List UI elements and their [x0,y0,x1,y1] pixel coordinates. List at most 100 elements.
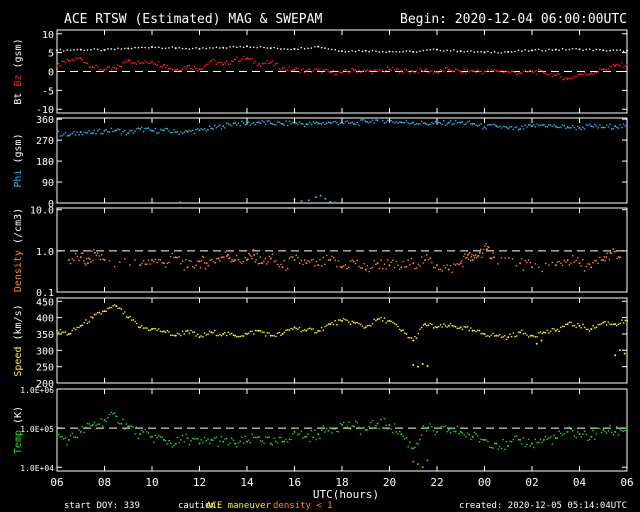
trace-dot-temp [300,430,303,433]
trace-dot-density [207,264,210,267]
trace-dot-speed [69,332,72,335]
trace-dot-density [580,265,582,267]
trace-dot-temp [197,437,199,440]
trace-dot-density [342,265,345,267]
trace-dot-speed [539,331,542,333]
trace-dot-temp [191,437,194,440]
trace-dot-phi [478,124,481,126]
trace-dot-phi [85,131,87,134]
trace-dot-temp [619,428,622,431]
series-speed-0 [56,304,628,342]
trace-dot-temp [561,434,564,436]
trace-dot-bz [561,79,564,81]
trace-dot-bt [605,50,608,52]
trace-dot-bz [417,72,420,74]
trace-dot-phi [414,123,416,126]
trace-dot-density [344,264,347,266]
trace-dot-phi [130,129,133,132]
trace-dot-speed [156,329,158,332]
trace-dot-temp [359,433,362,435]
trace-dot-temp [59,435,62,438]
data-point-speed [578,324,581,327]
trace-dot-bt [575,47,577,50]
trace-dot-bt [565,49,567,51]
data-point-phi [626,125,628,128]
trace-dot-temp [356,422,359,424]
data-point-bt [269,47,272,50]
trace-dot-temp [178,441,180,444]
trace-dot-phi [302,123,304,125]
trace-dot-phi [129,130,131,132]
trace-dot-bt [510,50,513,53]
trace-dot-temp [142,431,145,433]
trace-dot-bz [280,69,282,71]
trace-dot-bz [107,66,109,68]
trace-dot-temp [78,429,80,431]
trace-dot-phi [120,133,123,135]
data-point-temp [578,433,581,436]
trace-dot-temp [524,445,527,448]
data-point-temp [281,440,284,443]
data-point-bt [341,50,343,53]
data-point-bz [67,59,70,62]
trace-dot-speed [152,327,155,330]
trace-dot-phi [366,121,369,123]
trace-dot-speed [509,333,511,336]
trace-dot-density [96,252,99,255]
trace-dot-temp [166,443,169,445]
data-point-bz [222,63,225,66]
trace-dot-temp [120,422,123,425]
trace-dot-speed [347,321,350,323]
trace-dot-bt [381,50,384,53]
trace-dot-phi [98,128,101,131]
trace-dot-temp [468,433,471,436]
trace-dot-phi [466,121,469,123]
trace-dot-speed [359,323,362,326]
trace-dot-speed [285,329,287,331]
trace-dot-bz [315,68,318,70]
trace-dot-speed [437,325,440,328]
trace-dot-temp [81,425,84,428]
trace-dot-phi [312,121,314,123]
x-tick-label-1: 08 [98,476,111,489]
data-point-density [424,258,427,261]
trace-dot-bt [619,49,622,51]
trace-dot-speed [146,327,148,329]
trace-dot-density [98,255,100,257]
trace-dot-density [615,250,617,253]
trace-dot-density [84,262,86,265]
trace-dot-temp [324,431,326,433]
trace-dot-density [292,256,294,258]
trace-dot-density [560,262,562,265]
trace-dot-bt [514,50,516,53]
trace-dot-phi [354,123,357,126]
data-point-bz [388,68,391,71]
trace-dot-temp [130,425,133,427]
data-point-phi [364,120,367,123]
trace-dot-phi [592,126,594,128]
trace-dot-phi [251,122,253,125]
trace-dot-bz [261,62,264,65]
trace-dot-temp [512,438,515,441]
data-point-phi [139,127,142,130]
series-temp-1 [412,459,429,469]
trace-dot-density [298,262,301,265]
trace-dot-density [356,259,359,262]
trace-dot-temp [171,446,174,448]
data-point-phi [186,130,189,133]
trace-dot-density [612,248,614,250]
data-point-temp [531,442,533,445]
data-point-temp [376,422,379,425]
trace-dot-density [477,254,480,257]
trace-dot-speed [461,328,464,331]
data-point-speed-low [417,365,419,368]
data-point-temp [412,447,415,450]
data-point-phi [115,129,118,132]
trace-dot-bt [456,50,459,53]
trace-dot-phi [439,122,442,124]
trace-dot-density [93,248,95,251]
trace-dot-density [484,245,486,247]
y-tick-label-speed-4: 250 [36,363,54,374]
trace-dot-bz [363,69,365,71]
